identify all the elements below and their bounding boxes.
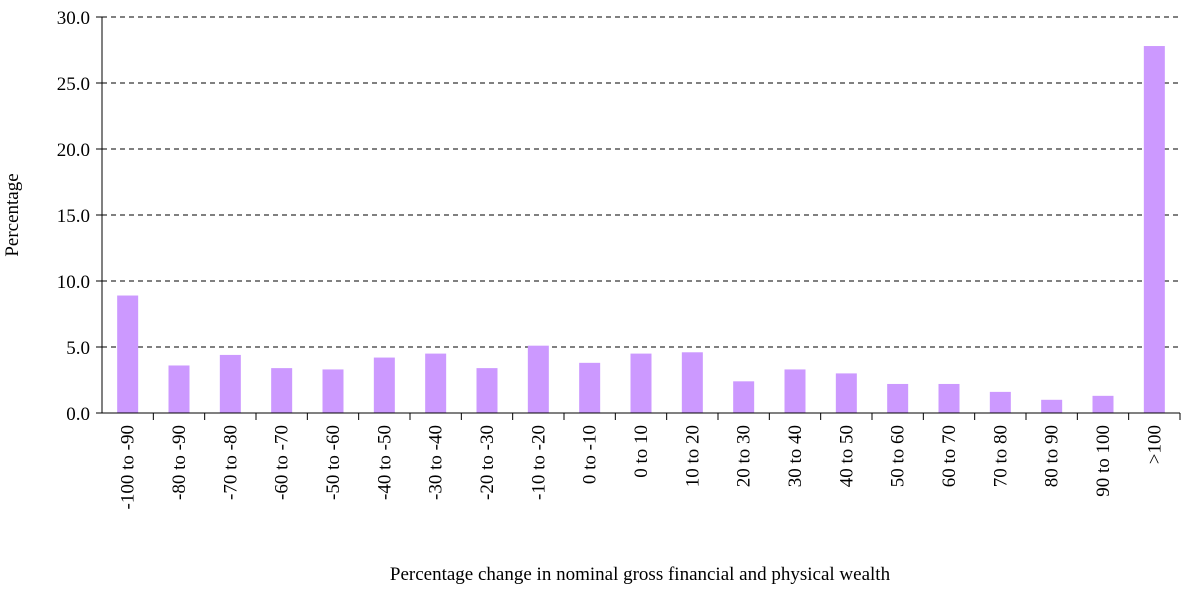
- bar: [630, 353, 652, 413]
- bar: [527, 345, 549, 413]
- x-tick-label: 50 to 60: [888, 425, 909, 487]
- x-tick-label: 30 to 40: [785, 425, 806, 487]
- bar: [1092, 395, 1114, 413]
- bar: [887, 383, 909, 413]
- bar: [322, 369, 344, 413]
- x-tick-label: 0 to 10: [631, 425, 652, 478]
- x-tick-label: 0 to -10: [580, 425, 601, 484]
- x-tick-label: -70 to -80: [220, 425, 241, 500]
- x-tick-label: -10 to -20: [528, 425, 549, 500]
- x-tick-label: >100: [1144, 425, 1165, 464]
- y-tick-label: 0.0: [66, 404, 90, 425]
- bar: [476, 368, 498, 413]
- y-axis-label: Percentage: [2, 173, 23, 256]
- x-tick-label: 90 to 100: [1093, 425, 1114, 497]
- x-tick-label: -100 to -90: [118, 425, 139, 509]
- x-tick-label: 10 to 20: [682, 425, 703, 487]
- bar: [373, 357, 395, 413]
- y-tick-label: 5.0: [66, 338, 90, 359]
- x-tick-label: -60 to -70: [272, 425, 293, 500]
- x-tick-label: 40 to 50: [836, 425, 857, 487]
- bar: [938, 383, 960, 413]
- bar: [733, 381, 755, 413]
- bar: [271, 368, 293, 413]
- x-tick-label: -20 to -30: [477, 425, 498, 500]
- x-tick-label: 80 to 90: [1042, 425, 1063, 487]
- bar: [784, 369, 806, 413]
- bar: [681, 352, 703, 413]
- bar: [117, 295, 139, 413]
- bar: [219, 354, 241, 413]
- x-tick-label: 70 to 80: [990, 425, 1011, 487]
- y-tick-label: 20.0: [57, 140, 90, 161]
- x-tick-label: -30 to -40: [426, 425, 447, 500]
- bar: [835, 373, 857, 413]
- x-tick-label: 20 to 30: [734, 425, 755, 487]
- y-tick-label: 15.0: [57, 206, 90, 227]
- bar: [1041, 399, 1063, 413]
- y-tick-label: 25.0: [57, 74, 90, 95]
- bar: [579, 362, 601, 413]
- x-tick-label: -40 to -50: [374, 425, 395, 500]
- x-tick-label: -50 to -60: [323, 425, 344, 500]
- y-tick-label: 30.0: [57, 8, 90, 29]
- bar: [989, 391, 1011, 413]
- x-tick-label: -80 to -90: [169, 425, 190, 500]
- y-tick-label: 10.0: [57, 272, 90, 293]
- bar: [168, 365, 190, 413]
- bar: [425, 353, 447, 413]
- x-axis-label: Percentage change in nominal gross finan…: [390, 564, 891, 585]
- x-tick-label: 60 to 70: [939, 425, 960, 487]
- bar: [1143, 46, 1165, 413]
